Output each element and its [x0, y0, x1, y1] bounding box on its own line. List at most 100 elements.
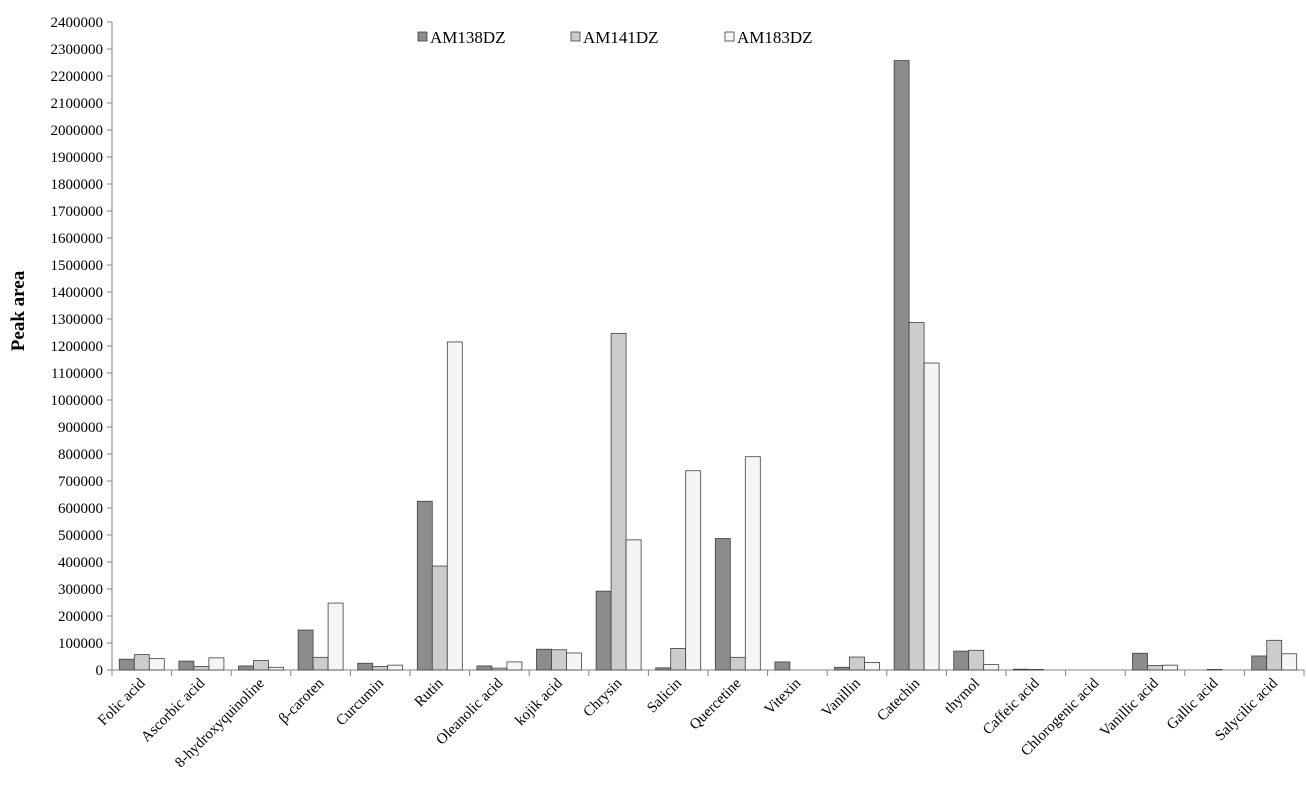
bar-AM141DZ-1: [193, 666, 210, 671]
bar-AM138DZ-14: [953, 650, 970, 671]
bar-AM141DZ-7: [551, 649, 567, 671]
bar-AM138DZ-10: [714, 538, 731, 671]
y-tick-label: 2000000: [51, 123, 104, 139]
bar-AM183DZ-8: [625, 539, 642, 671]
bar-AM138DZ-12: [834, 666, 850, 671]
bar-AM138DZ-0: [118, 658, 135, 671]
x-category-label: Salicin: [644, 675, 685, 716]
legend-swatch-AM138DZ: [417, 31, 428, 42]
legend-label: AM141DZ: [583, 28, 659, 47]
bar-AM183DZ-1: [208, 657, 225, 671]
bar-AM183DZ-13: [923, 362, 940, 671]
bar-AM183DZ-3: [327, 602, 344, 671]
bar-AM138DZ-4: [357, 662, 374, 671]
bar-AM183DZ-4: [387, 664, 404, 671]
y-tick-label: 1100000: [51, 366, 103, 382]
y-tick-label: 2100000: [51, 96, 104, 112]
bar-AM138DZ-11: [774, 661, 791, 671]
bar-AM141DZ-12: [849, 656, 865, 671]
bar-AM138DZ-17: [1132, 652, 1148, 671]
y-tick-label: 900000: [58, 420, 103, 436]
bar-AM183DZ-19: [1281, 653, 1298, 671]
y-tick-label: 1900000: [51, 150, 104, 166]
x-category-label: Chrysin: [581, 675, 626, 720]
bar-AM183DZ-0: [148, 658, 165, 671]
y-tick-labels: 0 100000 200000 300000 400000 500000 600000 700…: [51, 15, 104, 679]
legend: AM138DZ AM141DZ AM183DZ: [417, 28, 813, 47]
bar-AM183DZ-5: [446, 341, 463, 671]
bar-AM183DZ-9: [685, 470, 702, 671]
bar-AM141DZ-19: [1266, 639, 1283, 671]
bar-AM183DZ-2: [268, 666, 284, 671]
y-tick-label: 1400000: [51, 285, 104, 301]
x-category-label: Vanillic acid: [1097, 675, 1162, 740]
legend-label: AM138DZ: [430, 28, 506, 47]
bar-AM183DZ-14: [983, 664, 1000, 671]
y-tick-label: 1300000: [51, 312, 104, 328]
legend-swatch-AM183DZ: [724, 31, 735, 42]
bar-AM141DZ-18: [1206, 669, 1223, 671]
bar-AM141DZ-0: [133, 654, 150, 671]
x-category-label: Vitexin: [762, 675, 805, 718]
x-category-label: Gallic acid: [1164, 675, 1222, 733]
bar-AM138DZ-7: [536, 648, 552, 671]
y-tick-label: 1500000: [51, 258, 104, 274]
x-category-label: Rutin: [412, 675, 447, 710]
bar-AM183DZ-17: [1162, 664, 1178, 671]
y-tick-label: 1700000: [51, 204, 104, 220]
y-tick-label: 800000: [58, 447, 103, 463]
bar-AM138DZ-1: [178, 660, 195, 671]
x-category-label: thymol: [942, 676, 983, 717]
x-category-label: Salycilic acid: [1212, 675, 1281, 744]
x-category-label: Vanillin: [819, 675, 864, 720]
bar-AM141DZ-14: [968, 649, 985, 671]
y-tick-label: 2200000: [51, 69, 104, 85]
bar-AM141DZ-17: [1147, 665, 1163, 671]
bar-AM138DZ-15: [1012, 668, 1029, 671]
bar-AM141DZ-2: [253, 660, 269, 671]
y-tick-label: 300000: [58, 582, 103, 598]
bar-AM141DZ-6: [491, 667, 508, 671]
y-tick-label: 1200000: [51, 339, 104, 355]
bar-AM183DZ-7: [566, 652, 582, 671]
axes: [107, 21, 1305, 676]
y-tick-label: 100000: [58, 636, 103, 652]
bar-AM183DZ-12: [864, 662, 880, 671]
y-tick-label: 500000: [58, 528, 103, 544]
bar-AM138DZ-9: [655, 667, 672, 671]
x-category-label: Catechin: [874, 675, 923, 724]
bar-AM141DZ-9: [670, 648, 687, 671]
y-tick-label: 1600000: [51, 231, 104, 247]
y-tick-label: 200000: [58, 609, 103, 625]
y-tick-label: 1000000: [51, 393, 104, 409]
legend-swatch-AM141DZ: [570, 31, 581, 42]
y-tick-label: 1800000: [51, 177, 104, 193]
legend-label: AM183DZ: [737, 28, 813, 47]
bar-AM141DZ-10: [729, 656, 746, 671]
x-category-label: kojik acid: [512, 675, 566, 729]
bar-AM141DZ-3: [312, 656, 329, 671]
bar-AM141DZ-13: [908, 322, 925, 671]
x-category-label: Caffeic acid: [980, 675, 1043, 738]
bar-AM141DZ-4: [372, 666, 389, 671]
bar-AM138DZ-5: [416, 500, 433, 671]
bar-AM138DZ-3: [297, 629, 314, 671]
y-tick-label: 2400000: [51, 15, 104, 31]
bar-AM138DZ-2: [238, 665, 254, 671]
bar-AM138DZ-19: [1251, 655, 1268, 671]
bar-AM183DZ-10: [744, 456, 761, 671]
x-category-label: Curcumin: [333, 675, 387, 729]
y-tick-label: 0: [96, 663, 104, 679]
y-tick-label: 2300000: [51, 42, 104, 58]
x-category-label: β-caroten: [276, 675, 328, 727]
bar-AM141DZ-8: [610, 332, 627, 671]
bar-AM183DZ-6: [506, 661, 523, 671]
y-tick-label: 600000: [58, 501, 103, 517]
y-axis-label: Peak area: [8, 270, 29, 351]
x-category-label: Folic acid: [95, 675, 149, 729]
bar-AM138DZ-8: [595, 590, 612, 671]
bar-AM138DZ-13: [893, 60, 910, 671]
